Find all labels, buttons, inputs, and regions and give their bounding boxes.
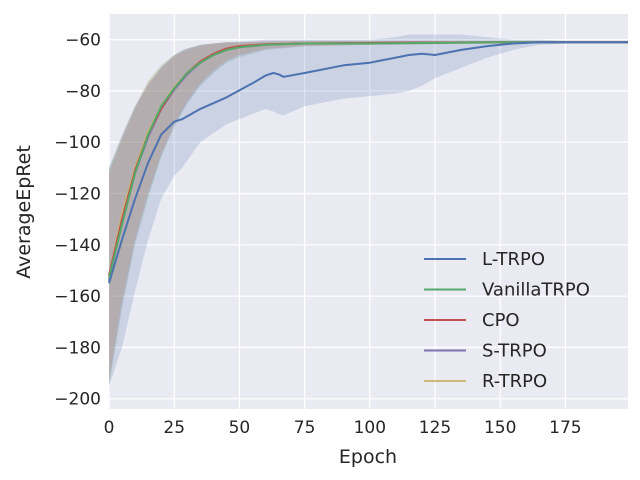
y-tick-label: −80 <box>65 82 101 102</box>
x-tick-label: 125 <box>419 418 451 438</box>
legend-label: L-TRPO <box>482 249 545 270</box>
legend-label: S-TRPO <box>482 341 547 362</box>
confidence-band-0 <box>109 34 628 386</box>
x-tick-label: 175 <box>549 418 581 438</box>
grid-lines <box>108 14 628 409</box>
x-tick-label: 75 <box>294 418 316 438</box>
x-tick-label: 0 <box>104 418 115 438</box>
x-axis-label: Epoch <box>339 446 397 468</box>
y-tick-label: −60 <box>65 31 101 51</box>
series-lines <box>108 41 628 284</box>
y-tick-labels: −200 −180 −160 −140 −120 −100 −80 −60 <box>54 31 101 410</box>
plot-background <box>109 14 628 409</box>
legend: L-TRPO VanillaTRPO CPO S-TRPO R-TRPO <box>424 249 590 392</box>
series-line-1 <box>108 41 628 279</box>
legend-label: R-TRPO <box>482 371 547 392</box>
y-axis-label: AverageEpRet <box>13 145 35 279</box>
confidence-band-3 <box>109 40 628 384</box>
confidence-bands <box>109 34 628 386</box>
confidence-band-2 <box>109 40 628 381</box>
y-tick-label: −180 <box>54 338 101 358</box>
series-line-0 <box>108 41 628 284</box>
legend-label: CPO <box>482 310 520 331</box>
confidence-band-4 <box>109 40 628 379</box>
x-tick-labels: 0 25 50 75 100 125 150 175 <box>104 418 582 438</box>
y-tick-label: −160 <box>54 287 101 307</box>
y-tick-label: −120 <box>54 185 101 205</box>
x-tick-label: 100 <box>354 418 386 438</box>
x-tick-label: 150 <box>484 418 516 438</box>
y-tick-label: −100 <box>54 133 101 153</box>
x-tick-label: 25 <box>163 418 185 438</box>
confidence-band-1 <box>109 40 628 386</box>
y-tick-label: −200 <box>54 390 101 410</box>
legend-label: VanillaTRPO <box>482 280 590 301</box>
x-tick-label: 50 <box>229 418 251 438</box>
y-tick-label: −140 <box>54 236 101 256</box>
